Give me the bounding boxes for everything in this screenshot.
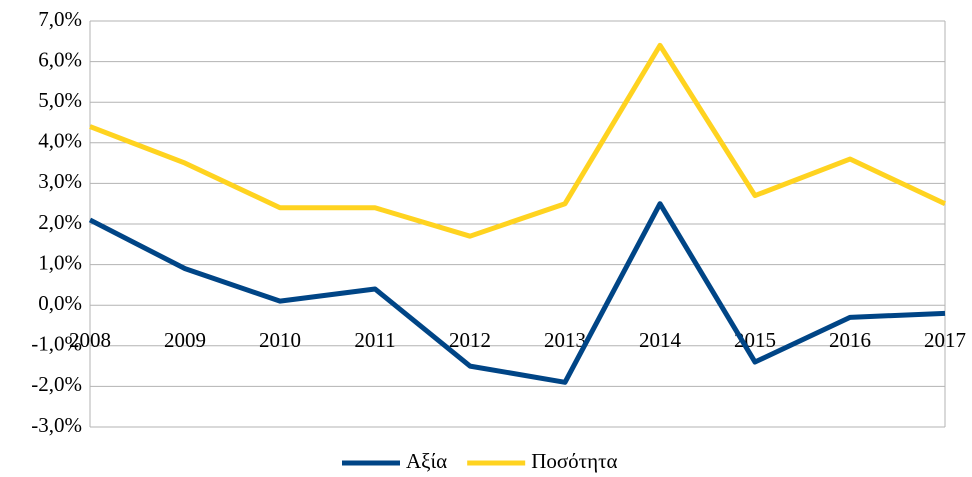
line-series	[89, 42, 947, 239]
y-tick-label: 0,0%	[38, 291, 82, 315]
y-tick-label: -1,0%	[31, 332, 82, 356]
x-tick-label: 2008	[69, 328, 111, 352]
y-tick-label: 1,0%	[38, 250, 82, 274]
y-tick-label: 3,0%	[38, 169, 82, 193]
x-tick-label: 2009	[164, 328, 206, 352]
y-tick-label: 2,0%	[38, 210, 82, 234]
legend-label: Αξία	[406, 449, 447, 473]
y-tick-label: -3,0%	[31, 413, 82, 437]
y-tick-label: 4,0%	[38, 129, 82, 153]
x-tick-label: 2016	[829, 328, 871, 352]
y-tick-label: 7,0%	[38, 7, 82, 31]
x-tick-label: 2013	[544, 328, 586, 352]
x-tick-label: 2017	[924, 328, 966, 352]
y-tick-label: -2,0%	[31, 372, 82, 396]
y-tick-label: 5,0%	[38, 88, 82, 112]
x-tick-label: 2014	[639, 328, 682, 352]
x-tick-label: 2011	[354, 328, 395, 352]
x-tick-label: 2012	[449, 328, 491, 352]
y-tick-label: 6,0%	[38, 47, 82, 71]
x-tick-label: 2010	[259, 328, 301, 352]
line-series	[88, 201, 946, 385]
legend-label: Ποσότητα	[531, 449, 617, 473]
